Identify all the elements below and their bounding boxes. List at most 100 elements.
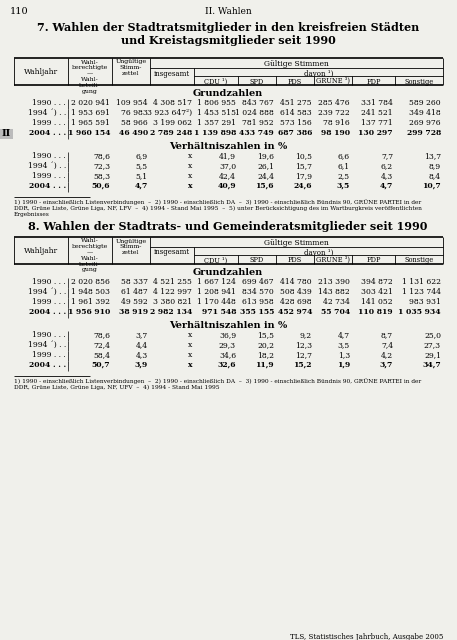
Text: 1,3: 1,3 [338,351,350,359]
Text: 3,7: 3,7 [380,361,393,369]
Text: 141 052: 141 052 [361,298,393,306]
Text: 1 035 934: 1 035 934 [399,308,441,316]
Text: 20,2: 20,2 [257,341,274,349]
Text: 1994 ´) . .: 1994 ´) . . [28,162,66,170]
Text: 1 965 591: 1 965 591 [71,119,110,127]
Text: 1990 . . .: 1990 . . . [32,152,66,160]
Text: 5,1: 5,1 [136,172,148,180]
Text: 58,3: 58,3 [93,172,110,180]
Text: 2004 . . .: 2004 . . . [29,182,66,190]
Text: 2004 . . .: 2004 . . . [29,361,66,369]
Text: 58,4: 58,4 [93,351,110,359]
Text: 76 983: 76 983 [121,109,148,117]
Text: insgesamt: insgesamt [154,248,190,257]
Text: FDP: FDP [367,257,381,264]
Text: Gültige Stimmen: Gültige Stimmen [264,60,329,68]
Text: 34,6: 34,6 [219,351,236,359]
Text: Wahljahr: Wahljahr [24,68,58,76]
Text: davon ¹): davon ¹) [304,248,333,257]
Text: 98 190: 98 190 [321,129,350,137]
Text: 508 439: 508 439 [280,288,312,296]
Text: 1 123 744: 1 123 744 [402,288,441,296]
Text: PDS: PDS [288,77,302,86]
Text: 36,9: 36,9 [219,331,236,339]
Text: 8. Wahlen der Stadtrats- und Gemeinderatsmitglieder seit 1990: 8. Wahlen der Stadtrats- und Gemeinderat… [28,221,428,232]
Text: 6,6: 6,6 [338,152,350,160]
Text: Verhältniszahlen in %: Verhältniszahlen in % [169,321,287,330]
Text: 2 982 134: 2 982 134 [149,308,192,316]
Text: 137 771: 137 771 [361,119,393,127]
Text: 971 548: 971 548 [202,308,236,316]
Text: 15,6: 15,6 [255,182,274,190]
Text: 428 698: 428 698 [281,298,312,306]
Text: davon ¹): davon ¹) [304,70,333,77]
Text: FDP: FDP [367,77,381,86]
Text: TLS, Statistisches Jahrbuch, Ausgabe 2005: TLS, Statistisches Jahrbuch, Ausgabe 200… [290,633,443,640]
Text: 11,9: 11,9 [255,361,274,369]
Text: x: x [187,182,192,190]
Text: 42,4: 42,4 [219,172,236,180]
Text: 1994 ´) . .: 1994 ´) . . [28,341,66,349]
Text: 2004 . . .: 2004 . . . [29,129,66,137]
Text: 269 976: 269 976 [409,119,441,127]
Text: 58 337: 58 337 [121,278,148,286]
Text: 110 819: 110 819 [358,308,393,316]
Text: 32,6: 32,6 [218,361,236,369]
Text: 24,4: 24,4 [257,172,274,180]
Text: 1,9: 1,9 [337,361,350,369]
Text: 1 953 691: 1 953 691 [71,109,110,117]
Text: 1990 . . .: 1990 . . . [32,278,66,286]
Text: 9,2: 9,2 [300,331,312,339]
Text: 7. Wahlen der Stadtratsmitglieder in den kreisfreien Städten
und Kreistagsmitgli: 7. Wahlen der Stadtratsmitglieder in den… [37,22,419,46]
Text: SPD: SPD [250,257,264,264]
Text: 12,7: 12,7 [295,351,312,359]
Text: GRÜNE ³): GRÜNE ³) [316,77,350,86]
FancyBboxPatch shape [0,129,13,138]
Text: 4,4: 4,4 [136,341,148,349]
Text: 687 386: 687 386 [277,129,312,137]
Text: x: x [188,331,192,339]
Text: 843 767: 843 767 [242,99,274,107]
Text: 1 956 910: 1 956 910 [68,308,110,316]
Text: 3,9: 3,9 [135,361,148,369]
Text: Ungültige
Stimm-
zettel: Ungültige Stimm- zettel [116,60,147,76]
Text: 355 155: 355 155 [239,308,274,316]
Text: 17,9: 17,9 [295,172,312,180]
Text: 239 722: 239 722 [318,109,350,117]
Text: 1994 ´) . .: 1994 ´) . . [28,288,66,296]
Text: x: x [188,341,192,349]
Text: 983 931: 983 931 [409,298,441,306]
Text: 303 421: 303 421 [361,288,393,296]
Text: 8,7: 8,7 [381,331,393,339]
Text: 4,2: 4,2 [381,351,393,359]
Text: 37,0: 37,0 [219,162,236,170]
Text: 6,2: 6,2 [381,162,393,170]
Text: 1) 1990 - einschließlich Listenverbindungen  –  2) 1990 - einschließlich DA  –  : 1) 1990 - einschließlich Listenverbindun… [14,378,421,390]
Text: 10,7: 10,7 [422,182,441,190]
Text: 285 476: 285 476 [319,99,350,107]
Text: 613 958: 613 958 [242,298,274,306]
Text: 19,6: 19,6 [257,152,274,160]
Text: II: II [2,129,11,138]
Text: 1999 . . .: 1999 . . . [32,298,66,306]
Text: 109 954: 109 954 [117,99,148,107]
Text: 34,7: 34,7 [422,361,441,369]
Text: 1 667 124: 1 667 124 [197,278,236,286]
Text: 699 467: 699 467 [242,278,274,286]
Text: CDU ¹): CDU ¹) [204,257,228,264]
Text: 40,9: 40,9 [218,182,236,190]
Text: 1 131 622: 1 131 622 [402,278,441,286]
Text: 61 487: 61 487 [121,288,148,296]
Text: 2004 . . .: 2004 . . . [29,308,66,316]
Text: 3 380 821: 3 380 821 [153,298,192,306]
Text: 6,9: 6,9 [136,152,148,160]
Text: 26,1: 26,1 [257,162,274,170]
Text: 241 521: 241 521 [361,109,393,117]
Text: Sonstige: Sonstige [404,257,434,264]
Text: 42 734: 42 734 [323,298,350,306]
Text: 433 749: 433 749 [239,129,274,137]
Text: CDU ¹): CDU ¹) [204,77,228,86]
Text: x: x [188,162,192,170]
Text: 1 170 448: 1 170 448 [197,298,236,306]
Text: 25,0: 25,0 [424,331,441,339]
